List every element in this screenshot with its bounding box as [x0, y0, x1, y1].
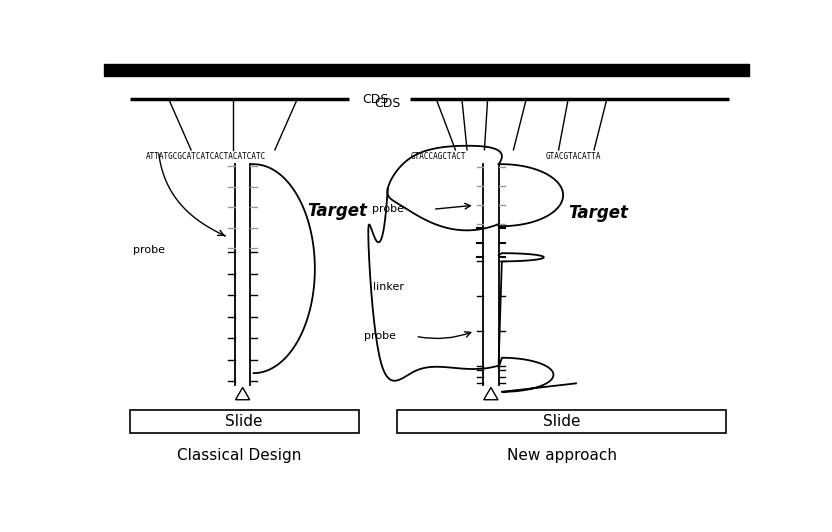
- Text: Slide: Slide: [225, 414, 263, 429]
- Text: Target: Target: [568, 204, 628, 222]
- Text: GTACCAGCTACT: GTACCAGCTACT: [410, 152, 466, 161]
- Text: probe: probe: [133, 245, 166, 255]
- Text: probe: probe: [372, 204, 404, 214]
- Text: Classical Design: Classical Design: [177, 447, 301, 462]
- Bar: [398, 410, 726, 433]
- Text: probe: probe: [364, 331, 396, 341]
- Text: CDS: CDS: [374, 97, 401, 110]
- Bar: [104, 64, 749, 76]
- Text: Slide: Slide: [543, 414, 581, 429]
- Bar: [130, 410, 359, 433]
- Text: Target: Target: [307, 202, 367, 220]
- Text: ATTATGCGCATCATCACTACATCATC: ATTATGCGCATCATCACTACATCATC: [146, 152, 266, 161]
- Text: GTACGTACATTA: GTACGTACATTA: [546, 152, 602, 161]
- Text: New approach: New approach: [507, 447, 617, 462]
- Text: linker: linker: [373, 282, 404, 292]
- Text: CDS: CDS: [362, 93, 389, 106]
